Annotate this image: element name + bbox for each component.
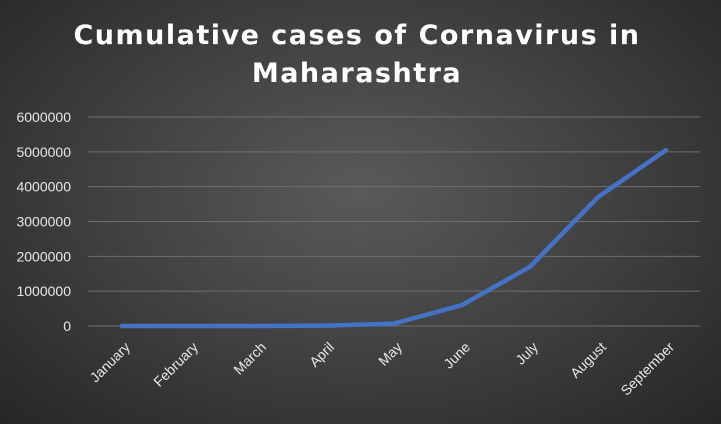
x-tick-label: February xyxy=(150,339,201,390)
y-axis-ticks: 0 1000000 2000000 3000000 4000000 5000000 6000… xyxy=(16,109,71,334)
x-axis-ticks: January February March April May June July Augu… xyxy=(87,339,678,399)
y-tick-label: 5000000 xyxy=(16,144,71,160)
gridlines xyxy=(88,116,700,327)
y-tick-label: 4000000 xyxy=(16,179,71,195)
x-tick-label: June xyxy=(440,339,473,372)
y-tick-label: 1000000 xyxy=(16,283,71,299)
chart-title-line-2: Maharashtra xyxy=(252,58,462,89)
series-group xyxy=(119,147,669,329)
y-tick-label: 6000000 xyxy=(16,109,71,125)
x-tick-label: January xyxy=(87,339,134,386)
x-tick-label: July xyxy=(512,339,541,368)
y-tick-label: 2000000 xyxy=(16,248,71,264)
chart-title-line-1: Cumulative cases of Cornavirus in xyxy=(73,20,640,51)
series-line xyxy=(119,147,669,329)
y-tick-label: 3000000 xyxy=(16,214,71,230)
x-tick-label: March xyxy=(230,339,269,378)
y-tick-label: 0 xyxy=(63,318,71,334)
x-tick-label: April xyxy=(306,339,337,370)
x-tick-label: September xyxy=(617,339,677,399)
x-tick-label: May xyxy=(375,339,405,369)
x-tick-label: August xyxy=(567,339,609,381)
